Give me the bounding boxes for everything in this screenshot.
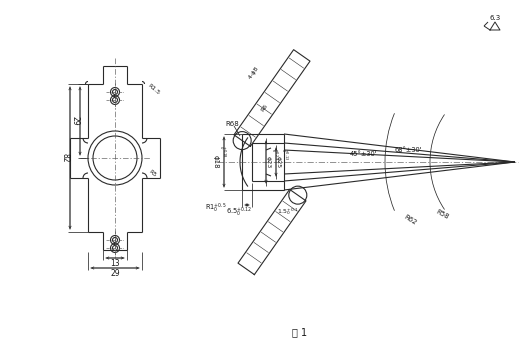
Text: R68: R68 — [225, 121, 239, 127]
Text: 6.3: 6.3 — [490, 15, 501, 21]
Text: 29: 29 — [71, 116, 79, 126]
Text: 1.5$^{+0.1}_{0}$: 1.5$^{+0.1}_{0}$ — [277, 207, 299, 217]
Text: 6.5$^{+0.12}_{0}$: 6.5$^{+0.12}_{0}$ — [226, 205, 252, 219]
Text: ϕ23: ϕ23 — [266, 156, 270, 168]
Text: R6: R6 — [259, 103, 268, 113]
Text: 13: 13 — [110, 258, 120, 267]
Text: R1.5: R1.5 — [147, 83, 161, 95]
Text: R5: R5 — [147, 169, 157, 177]
Text: R62: R62 — [403, 214, 417, 226]
Text: 图 1: 图 1 — [292, 327, 308, 337]
Text: $^{+0.13}_{0}$: $^{+0.13}_{0}$ — [279, 148, 289, 160]
Text: R1$^{+0.5}_{0}$: R1$^{+0.5}_{0}$ — [205, 201, 227, 215]
Text: $^{+0.18}_{0}$: $^{+0.18}_{0}$ — [217, 145, 228, 158]
Text: ϕ25: ϕ25 — [276, 156, 280, 168]
Text: 45°±30': 45°±30' — [349, 151, 377, 157]
Text: 4-ϕ8: 4-ϕ8 — [248, 66, 260, 80]
Text: ϕ18: ϕ18 — [213, 155, 219, 169]
Text: 68°±30': 68°±30' — [394, 147, 422, 153]
Text: $^{+0.21}_{0}$: $^{+0.21}_{0}$ — [269, 148, 279, 160]
Text: R58: R58 — [435, 208, 449, 220]
Text: 82: 82 — [61, 153, 70, 163]
Text: 29: 29 — [110, 268, 120, 277]
